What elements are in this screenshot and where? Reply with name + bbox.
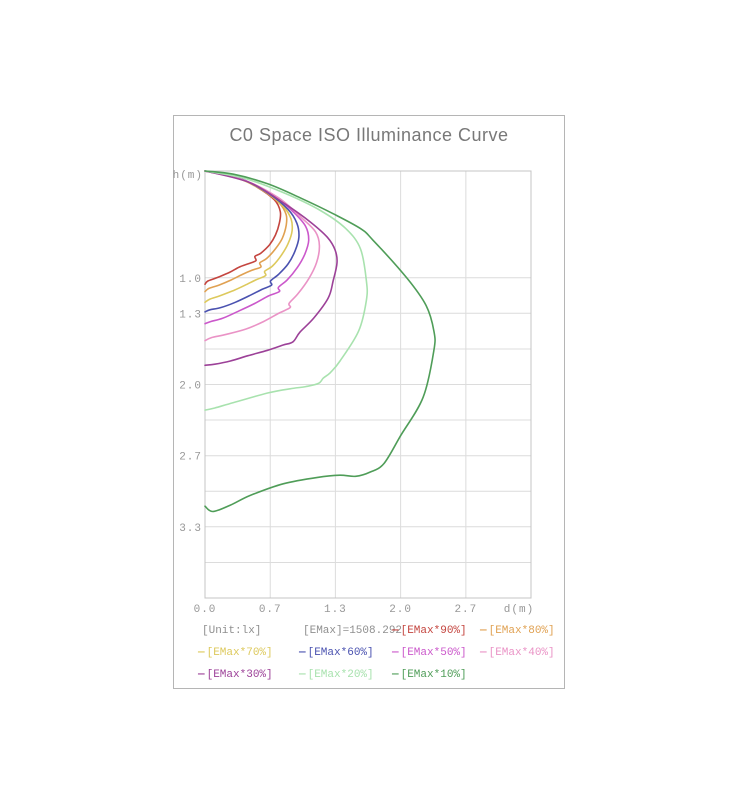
y-tick-label: 1.0 (179, 274, 202, 286)
legend-dash-icon: — (392, 669, 399, 681)
curve-emax-90 (204, 170, 282, 285)
x-tick-label: 2.7 (454, 604, 477, 616)
legend-item-unit-lx: [Unit:lx] (202, 625, 262, 637)
curve-emax-20 (204, 170, 369, 411)
curve-emax-70 (204, 170, 294, 304)
x-tick-label: 1.3 (324, 604, 347, 616)
legend-dash-icon: — (480, 625, 487, 637)
curve-emax-50 (204, 170, 310, 325)
legend-dash-icon: — (392, 647, 399, 659)
legend-dash-icon: — (299, 669, 306, 681)
plot-frame (204, 170, 532, 599)
legend-dash-icon: — (299, 647, 306, 659)
legend-item-emax-20: — [EMax*20%] (299, 664, 392, 686)
legend-item-emax-50: — [EMax*50%] (392, 642, 480, 664)
legend-item-emax-80: — [EMax*80%] (480, 620, 564, 642)
x-tick-label: 2.0 (389, 604, 412, 616)
legend-series-label: [EMax*90%] (400, 625, 467, 637)
legend-series-label: [EMax*70%] (206, 647, 273, 659)
legend-series-label: [EMax*60%] (307, 647, 374, 659)
y-tick-label: 2.7 (179, 452, 202, 464)
chart-legend: [Unit:lx] [EMax]=1508.292— [EMax*90%] — [EMa… (198, 620, 564, 686)
legend-series-label: [EMax*80%] (488, 625, 555, 637)
y-axis-label: h(m) (173, 170, 203, 182)
legend-series-label: [EMax*40%] (488, 647, 555, 659)
curve-emax-30 (204, 170, 338, 367)
legend-dash-icon: — (392, 625, 399, 637)
x-tick-label: 0.0 (194, 604, 217, 616)
y-tick-label: 3.3 (179, 523, 202, 535)
chart-title: C0 Space ISO Illuminance Curve (229, 125, 509, 145)
y-tick-label: 2.0 (179, 381, 202, 393)
curve-emax-10 (204, 170, 436, 513)
legend-series-label: [EMax*50%] (400, 647, 467, 659)
legend-series-label: [EMax*20%] (307, 669, 374, 681)
legend-series-label: [EMax*30%] (206, 669, 273, 681)
legend-series-label: [EMax*10%] (400, 669, 467, 681)
x-tick-label: 0.7 (259, 604, 282, 616)
legend-item-emax-10: — [EMax*10%] (392, 664, 480, 686)
curve-emax-60 (204, 170, 300, 313)
y-tick-label: 1.3 (179, 309, 202, 321)
legend-item-emax-30: — [EMax*30%] (198, 664, 299, 686)
legend-dash-icon: — (198, 669, 205, 681)
legend-item-emax-90: — [EMax*90%] (392, 620, 480, 642)
legend-item-emax-60: — [EMax*60%] (299, 642, 392, 664)
curve-emax-40 (204, 170, 321, 342)
legend-item-emax-70: — [EMax*70%] (198, 642, 299, 664)
legend-dash-icon: — (480, 647, 487, 659)
x-axis-label: d(m) (504, 604, 534, 616)
legend-dash-icon: — (198, 647, 205, 659)
legend-item-emax-40: — [EMax*40%] (480, 642, 564, 664)
legend-item-emax-1508-292: [EMax]=1508.292 (303, 625, 403, 637)
